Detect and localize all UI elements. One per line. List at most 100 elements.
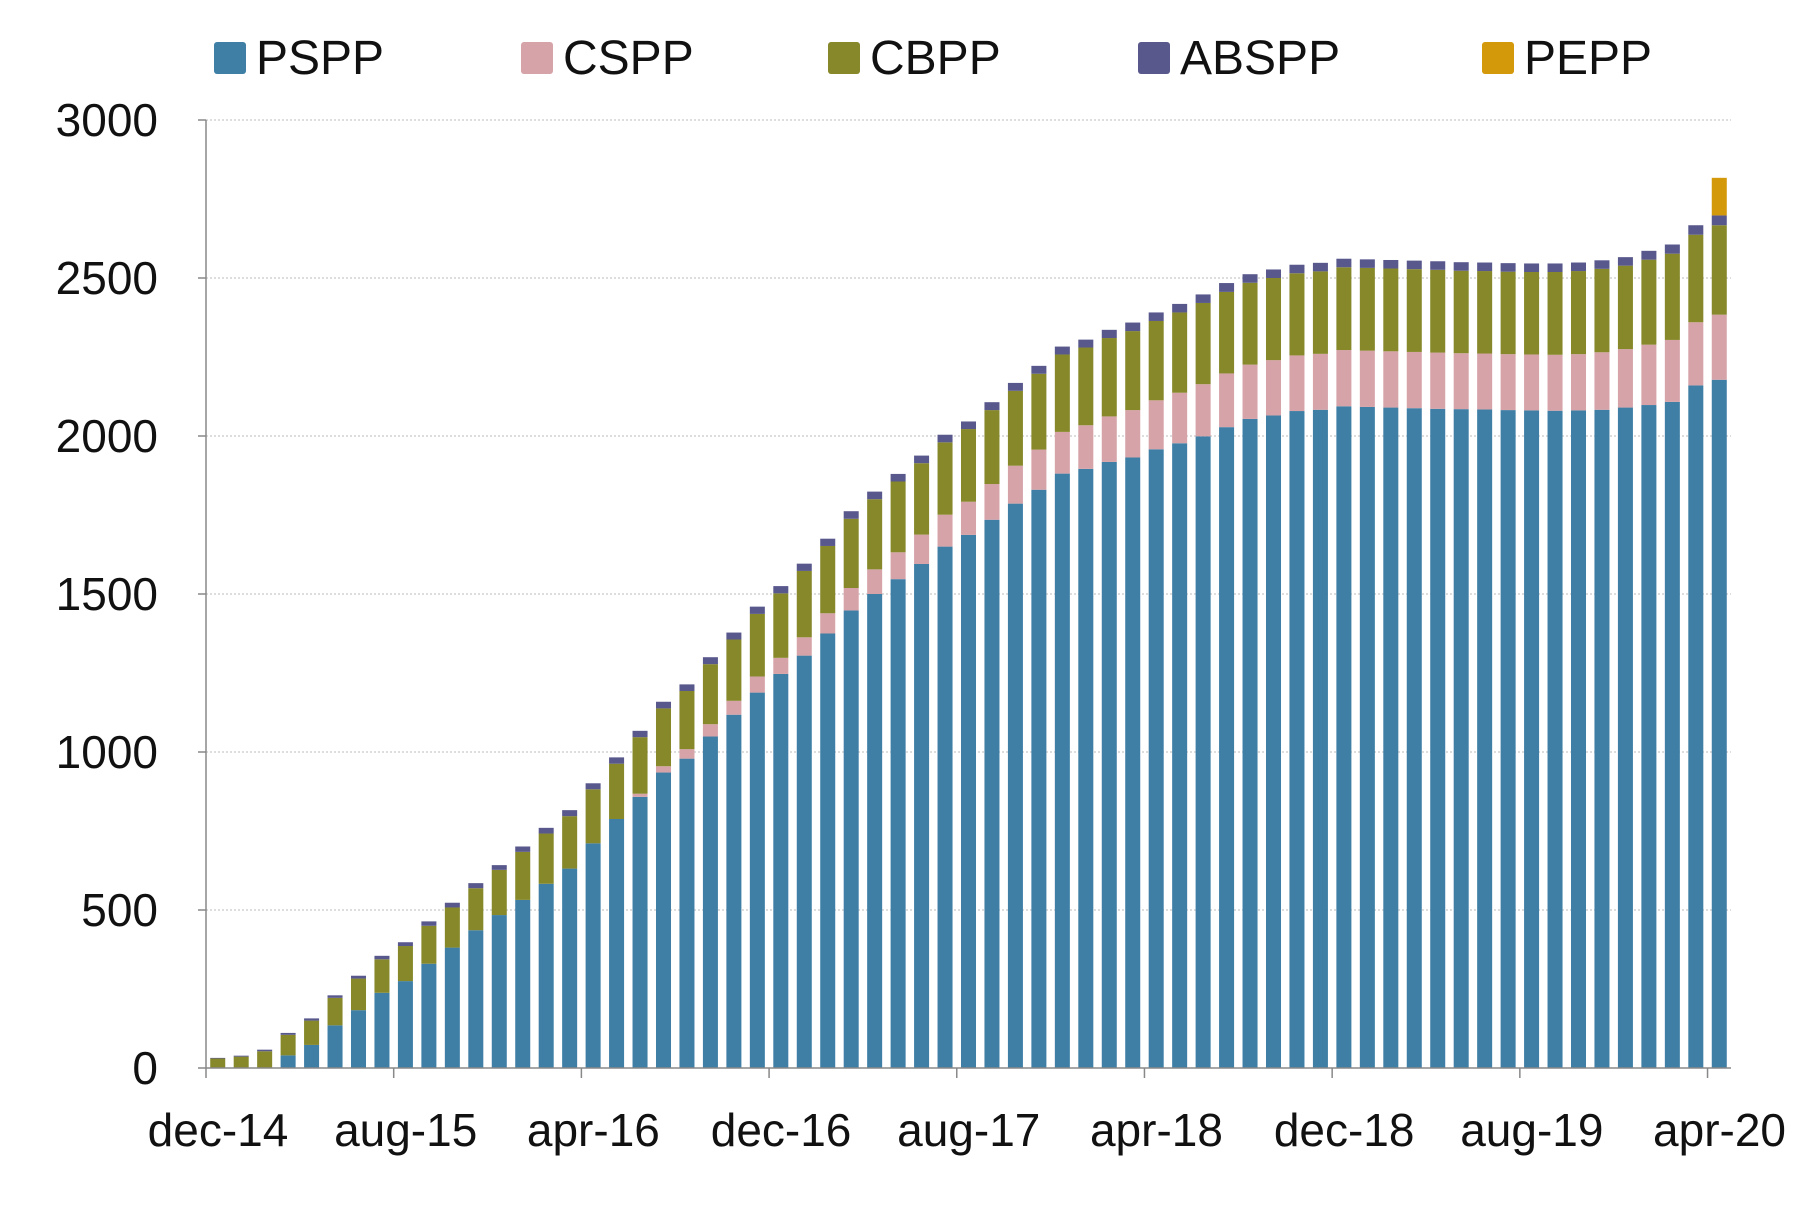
- bar-segment: [233, 1055, 249, 1057]
- bar-segment: [1711, 177, 1727, 216]
- bar-segment: [1031, 489, 1047, 1069]
- bar-segment: [1101, 338, 1117, 417]
- bar-segment: [843, 518, 859, 588]
- bar-segment: [421, 925, 437, 964]
- bar-segment: [609, 818, 625, 1068]
- bar-segment: [1500, 271, 1516, 355]
- bar-segment: [444, 947, 460, 1068]
- bar-segment: [1219, 427, 1235, 1069]
- bar-segment: [1524, 354, 1540, 411]
- x-tick-label: dec-18: [1274, 1104, 1415, 1156]
- bar-segment: [773, 657, 789, 674]
- bar-segment: [937, 434, 953, 443]
- bar-segment: [820, 545, 836, 614]
- bar-segment: [538, 883, 554, 1068]
- legend-swatch: [828, 42, 860, 74]
- bar-segment: [1148, 312, 1164, 321]
- bar-segment: [1688, 234, 1704, 323]
- bar-segment: [1054, 346, 1070, 355]
- bar-segment: [562, 816, 578, 869]
- bar-segment: [1195, 384, 1211, 437]
- bar-segment: [1265, 278, 1282, 361]
- bar-segment: [1031, 365, 1047, 374]
- bar-segment: [327, 995, 343, 998]
- bar-segment: [890, 473, 906, 482]
- bar-segment: [1054, 431, 1070, 474]
- bar-segment: [374, 959, 390, 993]
- bar-segment: [304, 1044, 320, 1068]
- bar-segment: [562, 810, 578, 817]
- bar-segment: [984, 519, 1000, 1068]
- bar-segment: [304, 1020, 320, 1045]
- bar-segment: [350, 975, 367, 979]
- bar-segment: [1312, 262, 1328, 272]
- bar-segment: [1594, 409, 1610, 1069]
- bar-segment: [350, 1010, 367, 1068]
- bar-segment: [890, 481, 906, 553]
- bar-segment: [491, 865, 507, 870]
- bar-segment: [914, 563, 930, 1068]
- bar-segment: [749, 606, 765, 614]
- bar-segment: [374, 992, 390, 1068]
- bar-segment: [1711, 215, 1727, 226]
- bar-segment: [702, 664, 718, 725]
- bar-segment: [1453, 270, 1469, 354]
- bar-segment: [1359, 267, 1375, 351]
- x-tick-label: apr-16: [527, 1104, 660, 1156]
- bar-segment: [655, 772, 672, 1068]
- bar-segment: [1406, 269, 1422, 352]
- bar-segment: [773, 673, 789, 1068]
- bar-segment: [538, 827, 554, 834]
- bar-segment: [867, 491, 883, 500]
- bar-segment: [257, 1049, 273, 1052]
- bar-segment: [1219, 291, 1235, 374]
- bar-segment: [1054, 354, 1070, 432]
- bar-segment: [1007, 465, 1023, 504]
- bar-segment: [890, 552, 906, 580]
- bar-segment: [585, 789, 601, 844]
- bar-segment: [397, 942, 413, 947]
- bar-segment: [1265, 360, 1282, 416]
- bar-segment: [914, 455, 930, 464]
- bar-segment: [374, 955, 390, 960]
- bar-segment: [820, 538, 836, 546]
- legend-swatch: [1482, 42, 1514, 74]
- x-tick-label: aug-19: [1460, 1104, 1603, 1156]
- bar-segment: [1664, 244, 1680, 254]
- bar-segment: [1594, 260, 1610, 269]
- bar-segment: [1125, 322, 1141, 332]
- bar-segment: [1383, 268, 1399, 352]
- bar-segment: [890, 579, 906, 1068]
- x-tick-label: dec-16: [711, 1104, 852, 1156]
- bar-segment: [1125, 410, 1141, 458]
- bar-segment: [749, 676, 765, 693]
- bar-segment: [1641, 259, 1657, 345]
- bar-segment: [1289, 355, 1305, 412]
- bar-segment: [867, 569, 883, 594]
- bar-segment: [1477, 262, 1493, 272]
- bar-segment: [1078, 425, 1094, 469]
- bar-segment: [1406, 260, 1422, 270]
- bar-segment: [843, 511, 859, 519]
- bar-segment: [749, 692, 765, 1068]
- bar-segment: [233, 1056, 249, 1068]
- bar-segment: [609, 763, 625, 819]
- bar-segment: [1336, 406, 1352, 1068]
- bar-segment: [1007, 503, 1023, 1068]
- bar-segment: [1664, 339, 1680, 402]
- x-tick-label: aug-17: [897, 1104, 1040, 1156]
- bar-segment: [1242, 418, 1258, 1068]
- bar-segment: [1430, 408, 1446, 1069]
- bar-segment: [257, 1051, 273, 1068]
- y-tick-label: 500: [81, 884, 158, 936]
- bar-segment: [327, 1025, 343, 1068]
- bar-segment: [960, 501, 977, 535]
- bar-segment: [1383, 259, 1399, 269]
- bar-segment: [679, 749, 695, 759]
- bar-segment: [468, 930, 484, 1068]
- bar-segment: [1172, 303, 1188, 313]
- bar-segment: [1265, 269, 1282, 278]
- bar-segment: [655, 766, 672, 773]
- bar-segment: [468, 888, 484, 931]
- bar-segment: [1101, 416, 1117, 462]
